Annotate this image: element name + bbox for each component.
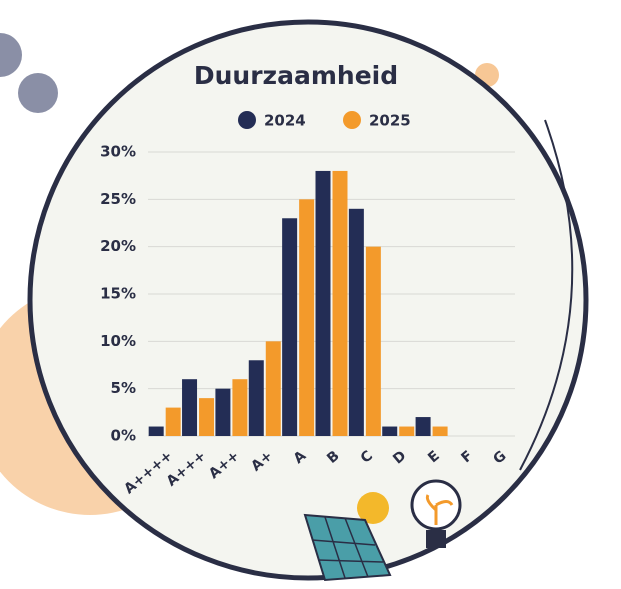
y-tick-label: 15% xyxy=(100,285,136,303)
bar xyxy=(299,199,315,436)
legend-label: 2024 xyxy=(264,112,306,130)
decor-circle xyxy=(0,33,22,77)
bar xyxy=(315,170,331,436)
bar xyxy=(182,379,198,436)
bar xyxy=(415,417,431,436)
bar xyxy=(282,218,298,436)
bar xyxy=(432,426,448,436)
legend-swatch xyxy=(238,111,256,129)
bar xyxy=(148,426,164,436)
bar xyxy=(332,170,348,436)
legend-swatch xyxy=(343,111,361,129)
bar xyxy=(165,407,181,436)
bar xyxy=(399,426,415,436)
bar xyxy=(348,208,364,436)
decor-stroke xyxy=(519,119,574,471)
y-tick-label: 30% xyxy=(100,143,136,161)
y-tick-label: 20% xyxy=(100,237,136,255)
y-tick-label: 0% xyxy=(111,427,136,445)
bar xyxy=(248,360,264,436)
solar-panel xyxy=(303,492,392,582)
y-tick-label: 5% xyxy=(111,379,136,397)
decor-circle xyxy=(18,73,58,113)
chart-title: Duurzaamheid xyxy=(194,61,398,90)
y-tick-label: 25% xyxy=(100,190,136,208)
bar xyxy=(215,388,231,436)
bar xyxy=(232,379,248,436)
legend-label: 2025 xyxy=(369,112,411,130)
y-tick-label: 10% xyxy=(100,332,136,350)
bar xyxy=(265,341,281,436)
bar xyxy=(199,398,215,436)
bulb-icon xyxy=(410,479,462,548)
bar xyxy=(365,246,381,436)
bar xyxy=(382,426,398,436)
